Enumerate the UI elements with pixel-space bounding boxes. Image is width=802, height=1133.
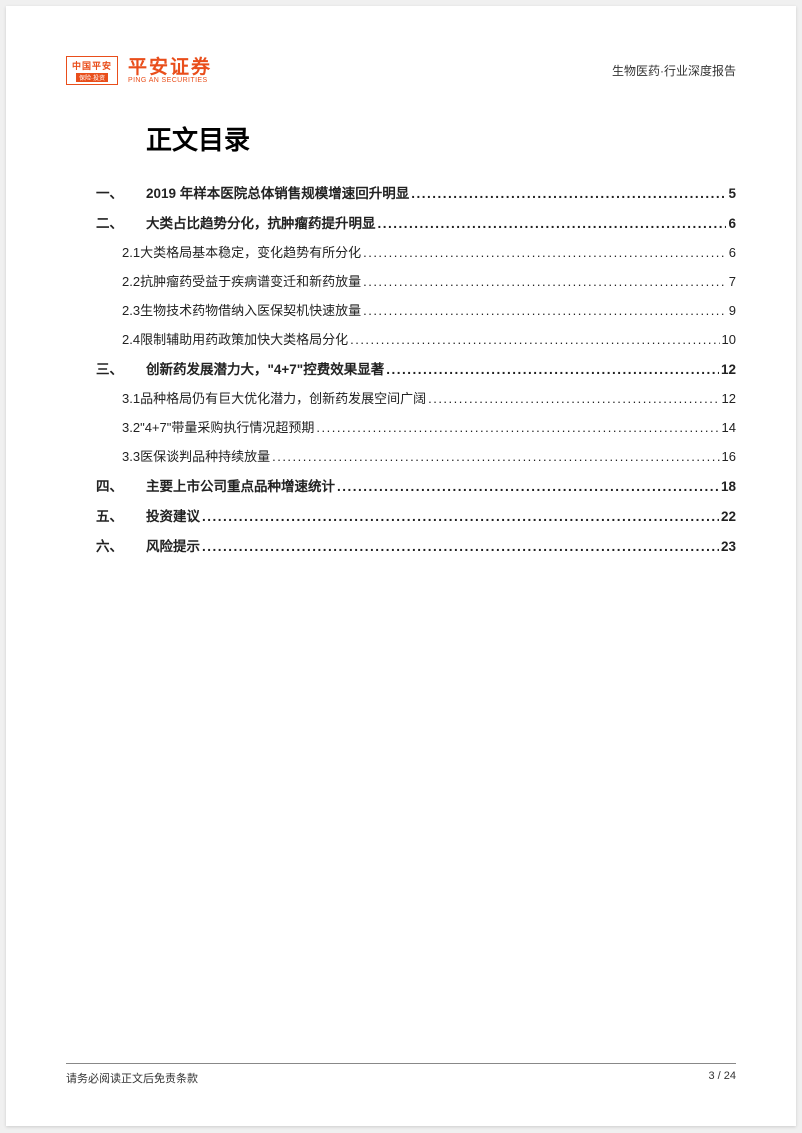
logo-english: PING AN SECURITIES — [128, 77, 212, 84]
toc-entry-label: 投资建议 — [146, 505, 200, 525]
toc-row[interactable]: 2.4 限制辅助用药政策加快大类格局分化 10 — [96, 329, 736, 348]
toc-dots — [200, 509, 719, 524]
toc-entry-label: 2019 年样本医院总体销售规模增速回升明显 — [146, 182, 409, 202]
toc-dots — [270, 449, 719, 464]
toc-dots — [314, 420, 719, 435]
toc-entry-number: 五、 — [96, 505, 146, 525]
toc-entry-page: 9 — [727, 303, 736, 318]
toc-dots — [200, 539, 719, 554]
toc-dots — [409, 186, 726, 201]
toc-entry-page: 12 — [720, 391, 736, 406]
toc-entry-label: 品种格局仍有巨大优化潜力，创新药发展空间广阔 — [140, 388, 426, 407]
logo-chinese: 平安证券 — [128, 58, 212, 77]
toc-row[interactable]: 2.3 生物技术药物借纳入医保契机快速放量 9 — [96, 300, 736, 319]
toc-entry-number: 2.2 — [122, 274, 140, 289]
toc-entry-page: 23 — [719, 539, 736, 554]
toc-row[interactable]: 3.3 医保谈判品种持续放量 16 — [96, 446, 736, 465]
toc-entry-page: 14 — [720, 420, 736, 435]
toc-entry-number: 四、 — [96, 475, 146, 495]
footer-page-number: 3 / 24 — [708, 1070, 736, 1086]
toc-entry-page: 12 — [719, 362, 736, 377]
toc-entry-number: 3.3 — [122, 449, 140, 464]
toc-row[interactable]: 一、2019 年样本医院总体销售规模增速回升明显 5 — [96, 182, 736, 202]
toc-dots — [384, 362, 719, 377]
toc-row[interactable]: 四、主要上市公司重点品种增速统计 18 — [96, 475, 736, 495]
toc-dots — [361, 303, 727, 318]
toc-entry-label: 创新药发展潜力大，"4+7"控费效果显著 — [146, 358, 384, 378]
toc-entry-page: 10 — [720, 332, 736, 347]
logo-block: 中国平安 保险·投资 平安证券 PING AN SECURITIES — [66, 56, 212, 85]
table-of-contents: 一、2019 年样本医院总体销售规模增速回升明显 5 二、大类占比趋势分化，抗肿瘤… — [96, 182, 736, 555]
toc-entry-page: 18 — [719, 479, 736, 494]
logo-badge-top: 中国平安 — [72, 59, 112, 72]
toc-entry-number: 三、 — [96, 358, 146, 378]
toc-entry-label: 限制辅助用药政策加快大类格局分化 — [140, 329, 348, 348]
toc-entry-number: 2.3 — [122, 303, 140, 318]
toc-entry-number: 二、 — [96, 212, 146, 232]
logo-badge-bottom: 保险·投资 — [76, 73, 108, 82]
toc-entry-label: 生物技术药物借纳入医保契机快速放量 — [140, 300, 361, 319]
toc-dots — [361, 274, 727, 289]
toc-title: 正文目录 — [146, 120, 736, 157]
toc-dots — [426, 391, 719, 406]
page-container: 中国平安 保险·投资 平安证券 PING AN SECURITIES 生物医药·… — [6, 6, 796, 1126]
footer-disclaimer: 请务必阅读正文后免责条款 — [66, 1070, 198, 1086]
toc-row[interactable]: 2.2 抗肿瘤药受益于疾病谱变迁和新药放量 7 — [96, 271, 736, 290]
toc-entry-label: 风险提示 — [146, 535, 200, 555]
toc-row[interactable]: 三、创新药发展潜力大，"4+7"控费效果显著 12 — [96, 358, 736, 378]
toc-dots — [361, 245, 727, 260]
toc-dots — [348, 332, 719, 347]
toc-entry-number: 2.4 — [122, 332, 140, 347]
toc-entry-page: 7 — [727, 274, 736, 289]
toc-entry-label: 医保谈判品种持续放量 — [140, 446, 270, 465]
toc-entry-label: 大类格局基本稳定，变化趋势有所分化 — [140, 242, 361, 261]
toc-row[interactable]: 2.1 大类格局基本稳定，变化趋势有所分化 6 — [96, 242, 736, 261]
toc-entry-page: 6 — [727, 245, 736, 260]
toc-row[interactable]: 六、风险提示 23 — [96, 535, 736, 555]
page-footer: 请务必阅读正文后免责条款 3 / 24 — [66, 1063, 736, 1086]
toc-entry-number: 3.2 — [122, 420, 140, 435]
toc-dots — [376, 216, 727, 231]
toc-entry-page: 5 — [726, 186, 736, 201]
toc-entry-number: 2.1 — [122, 245, 140, 260]
toc-entry-page: 22 — [719, 509, 736, 524]
toc-row[interactable]: 五、投资建议 22 — [96, 505, 736, 525]
toc-entry-label: "4+7"带量采购执行情况超预期 — [140, 417, 314, 436]
page-header: 中国平安 保险·投资 平安证券 PING AN SECURITIES 生物医药·… — [66, 56, 736, 85]
toc-entry-number: 六、 — [96, 535, 146, 555]
toc-entry-page: 6 — [726, 216, 736, 231]
toc-entry-label: 大类占比趋势分化，抗肿瘤药提升明显 — [146, 212, 376, 232]
toc-entry-label: 主要上市公司重点品种增速统计 — [146, 475, 335, 495]
logo-badge-icon: 中国平安 保险·投资 — [66, 56, 118, 85]
toc-entry-label: 抗肿瘤药受益于疾病谱变迁和新药放量 — [140, 271, 361, 290]
toc-entry-number: 3.1 — [122, 391, 140, 406]
toc-entry-number: 一、 — [96, 182, 146, 202]
toc-row[interactable]: 3.2 "4+7"带量采购执行情况超预期 14 — [96, 417, 736, 436]
toc-row[interactable]: 3.1 品种格局仍有巨大优化潜力，创新药发展空间广阔 12 — [96, 388, 736, 407]
header-category: 生物医药·行业深度报告 — [612, 62, 736, 79]
toc-row[interactable]: 二、大类占比趋势分化，抗肿瘤药提升明显 6 — [96, 212, 736, 232]
toc-dots — [335, 479, 719, 494]
toc-entry-page: 16 — [720, 449, 736, 464]
logo-text: 平安证券 PING AN SECURITIES — [128, 58, 212, 84]
